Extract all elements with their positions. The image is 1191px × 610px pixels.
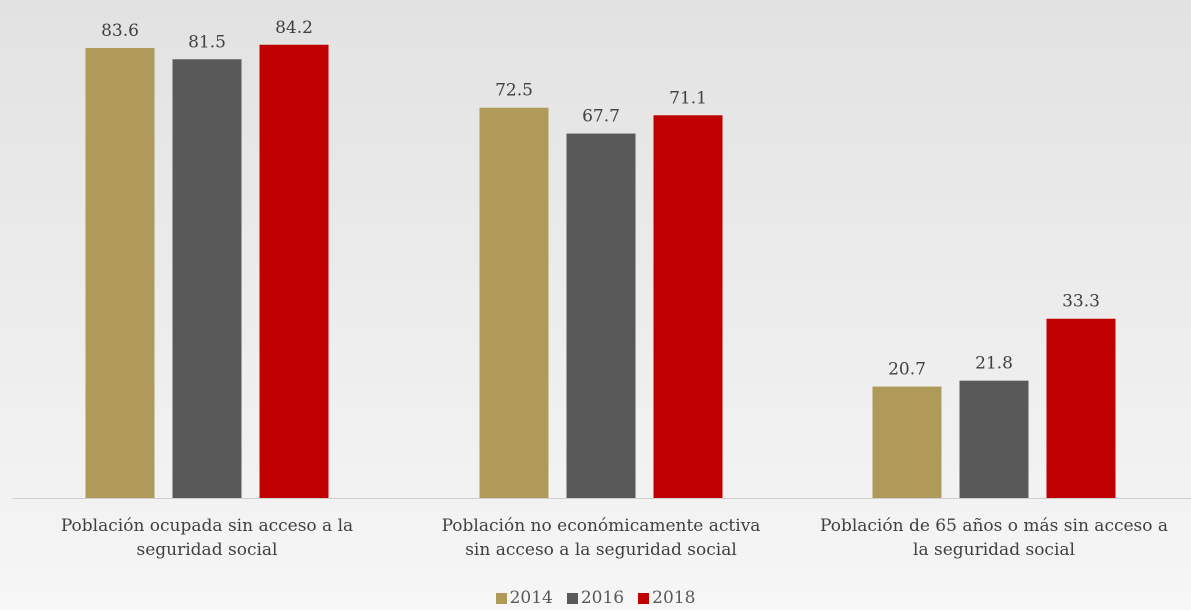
legend-item-2014: 2014 <box>495 588 553 608</box>
data-label: 83.6 <box>101 21 139 41</box>
category-label: seguridad social <box>137 540 278 560</box>
category-label: sin acceso a la seguridad social <box>465 540 737 560</box>
data-label: 67.7 <box>582 107 620 127</box>
data-label: 21.8 <box>975 354 1013 374</box>
bar <box>85 47 155 498</box>
bar-chart: 83.6 81.5 84.2 Población ocupada sin acceso… <box>12 18 1191 560</box>
legend-label-2016: 2016 <box>580 588 625 608</box>
bar <box>172 59 242 499</box>
data-label: 71.1 <box>669 88 707 108</box>
legend-item-2016: 2016 <box>566 588 625 608</box>
bar <box>566 133 636 498</box>
data-label: 81.5 <box>188 32 226 52</box>
category-label: Población ocupada sin acceso a la <box>61 516 353 536</box>
bar <box>479 107 549 499</box>
legend-label-2018: 2018 <box>652 588 696 608</box>
legend-label-2014: 2014 <box>509 588 553 608</box>
legend-swatch-2018 <box>638 592 650 604</box>
data-label: 33.3 <box>1062 292 1100 312</box>
category-label: Población no económicamente activa <box>442 516 761 536</box>
bar <box>259 44 329 498</box>
legend-swatch-2014 <box>495 592 507 604</box>
data-label: 72.5 <box>495 81 533 101</box>
category-label: la seguridad social <box>913 540 1075 560</box>
legend-item-2018: 2018 <box>638 588 695 608</box>
legend-swatch-2016 <box>566 592 578 604</box>
bar <box>1046 318 1116 498</box>
data-label: 84.2 <box>275 18 313 38</box>
data-label: 20.7 <box>888 360 926 380</box>
legend: 2014 2016 2018 <box>0 588 1191 608</box>
bar <box>959 380 1029 498</box>
bar <box>653 115 723 498</box>
bar <box>872 386 942 498</box>
category-label: Población de 65 años o más sin acceso a <box>820 516 1168 536</box>
